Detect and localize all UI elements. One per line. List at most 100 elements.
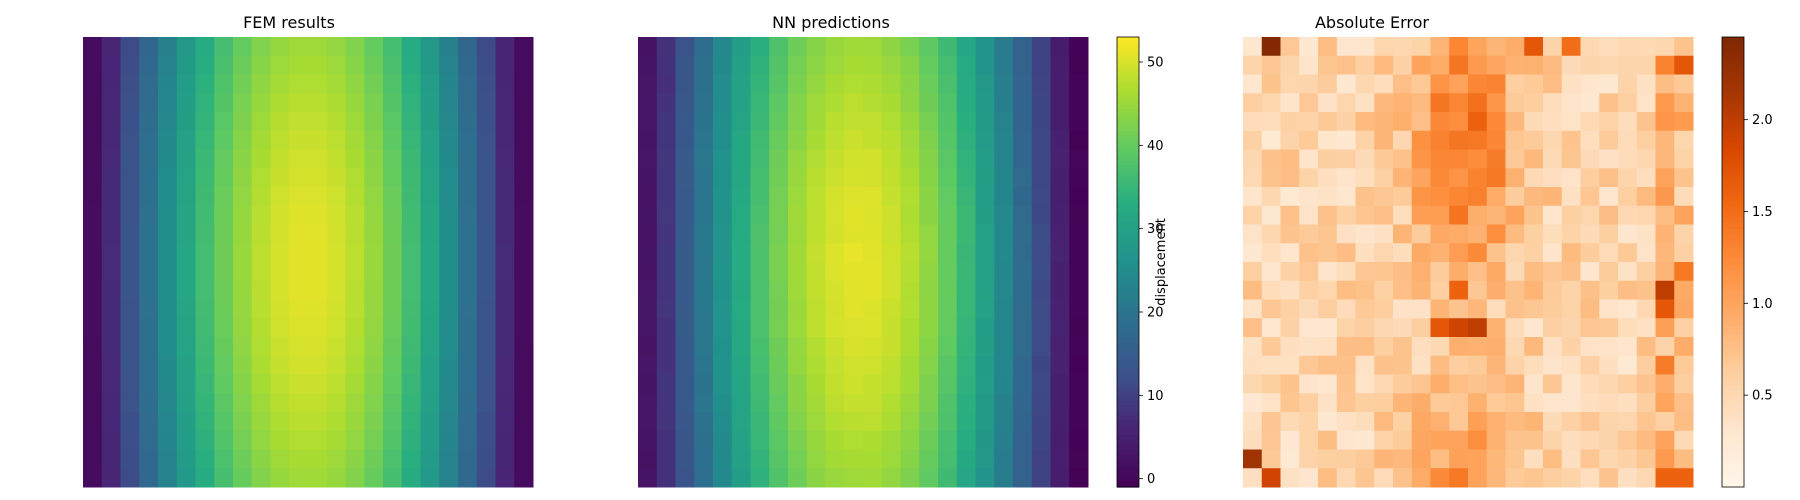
fem-cell — [308, 468, 328, 488]
nn-cell — [844, 112, 864, 132]
nn-cell — [881, 205, 901, 225]
nn-cell — [731, 299, 751, 319]
fem-cell — [439, 37, 459, 57]
fem-cell — [514, 393, 534, 413]
error-cell — [1561, 130, 1581, 150]
fem-cell — [495, 205, 515, 225]
nn-cell — [1069, 243, 1089, 263]
fem-cell — [251, 224, 271, 244]
nn-cell — [638, 93, 658, 113]
error-colorbar-gradient-step — [1722, 325, 1744, 331]
error-cell — [1580, 280, 1600, 300]
fem-cell — [420, 224, 440, 244]
error-cell — [1393, 280, 1413, 300]
nn-cell — [1050, 468, 1070, 488]
error-cell — [1674, 262, 1694, 282]
nn-cell — [919, 112, 939, 132]
error-cell — [1318, 112, 1338, 132]
fem-cell — [195, 393, 215, 413]
fem-cell — [476, 149, 496, 169]
fem-cell — [476, 355, 496, 375]
error-cell — [1561, 262, 1581, 282]
error-cell — [1374, 224, 1394, 244]
error-cell — [1393, 318, 1413, 338]
error-cell — [1580, 149, 1600, 169]
fem-cell — [251, 93, 271, 113]
nn-cell — [1050, 168, 1070, 188]
nn-cell — [975, 393, 995, 413]
error-cell — [1336, 337, 1356, 357]
error-cell — [1280, 318, 1300, 338]
nn-cell — [919, 374, 939, 394]
fem-cell — [439, 374, 459, 394]
nn-cell — [825, 149, 845, 169]
fem-cell — [476, 37, 496, 57]
fem-cell — [383, 112, 403, 132]
fem-cell — [364, 337, 384, 357]
nn-cell — [806, 187, 826, 207]
fem-cell — [345, 37, 365, 57]
nn-cell — [731, 430, 751, 450]
nn-cell — [788, 280, 808, 300]
error-cell — [1505, 262, 1525, 282]
nn-cell — [675, 337, 695, 357]
fem-cell — [120, 318, 140, 338]
error-cell — [1674, 430, 1694, 450]
error-cell — [1468, 337, 1488, 357]
nn-cell — [656, 93, 676, 113]
error-cell — [1468, 93, 1488, 113]
nn-cell — [1050, 187, 1070, 207]
fem-cell — [364, 280, 384, 300]
error-cell — [1636, 224, 1656, 244]
nn-cell — [656, 318, 676, 338]
nn-cell — [863, 430, 883, 450]
error-cell — [1486, 243, 1506, 263]
fem-cell — [364, 412, 384, 432]
error-cell — [1524, 55, 1544, 75]
displacement-colorbar-gradient-step — [1117, 404, 1139, 409]
nn-cell — [1013, 205, 1033, 225]
nn-cell — [881, 130, 901, 150]
displacement-colorbar-gradient-step — [1117, 314, 1139, 319]
fem-cell — [308, 449, 328, 469]
fem-cell — [476, 393, 496, 413]
displacement-colorbar-gradient-step — [1117, 100, 1139, 106]
nn-cell — [638, 37, 658, 57]
error-cell — [1468, 149, 1488, 169]
fem-cell — [251, 318, 271, 338]
error-cell — [1243, 112, 1263, 132]
displacement-colorbar-gradient-step — [1117, 63, 1139, 68]
fem-cell — [83, 468, 103, 488]
fem-cell — [214, 130, 234, 150]
error-cell — [1580, 168, 1600, 188]
fem-cell — [345, 205, 365, 225]
error-colorbar-gradient-step — [1722, 40, 1744, 46]
error-cell — [1355, 187, 1375, 207]
fem-cell — [195, 37, 215, 57]
fem-cell — [83, 449, 103, 469]
nn-cell — [938, 393, 958, 413]
nn-cell — [750, 112, 770, 132]
error-cell — [1543, 74, 1563, 94]
nn-cell — [750, 243, 770, 263]
error-cell — [1561, 468, 1581, 488]
fem-cell — [270, 224, 290, 244]
displacement-colorbar-gradient-step — [1117, 55, 1139, 61]
nn-cell — [1031, 187, 1051, 207]
fem-cell — [420, 374, 440, 394]
nn-cell — [694, 393, 714, 413]
displacement-colorbar-gradient-step — [1117, 475, 1139, 481]
nn-cell — [1069, 93, 1089, 113]
fem-cell — [270, 430, 290, 450]
fem-cell — [289, 224, 309, 244]
error-cell — [1243, 149, 1263, 169]
nn-cell — [1013, 337, 1033, 357]
nn-cell — [938, 187, 958, 207]
error-cell — [1674, 112, 1694, 132]
error-cell — [1449, 280, 1469, 300]
nn-cell — [994, 37, 1014, 57]
error-cell — [1374, 187, 1394, 207]
error-cell — [1599, 205, 1619, 225]
error-cell — [1636, 187, 1656, 207]
